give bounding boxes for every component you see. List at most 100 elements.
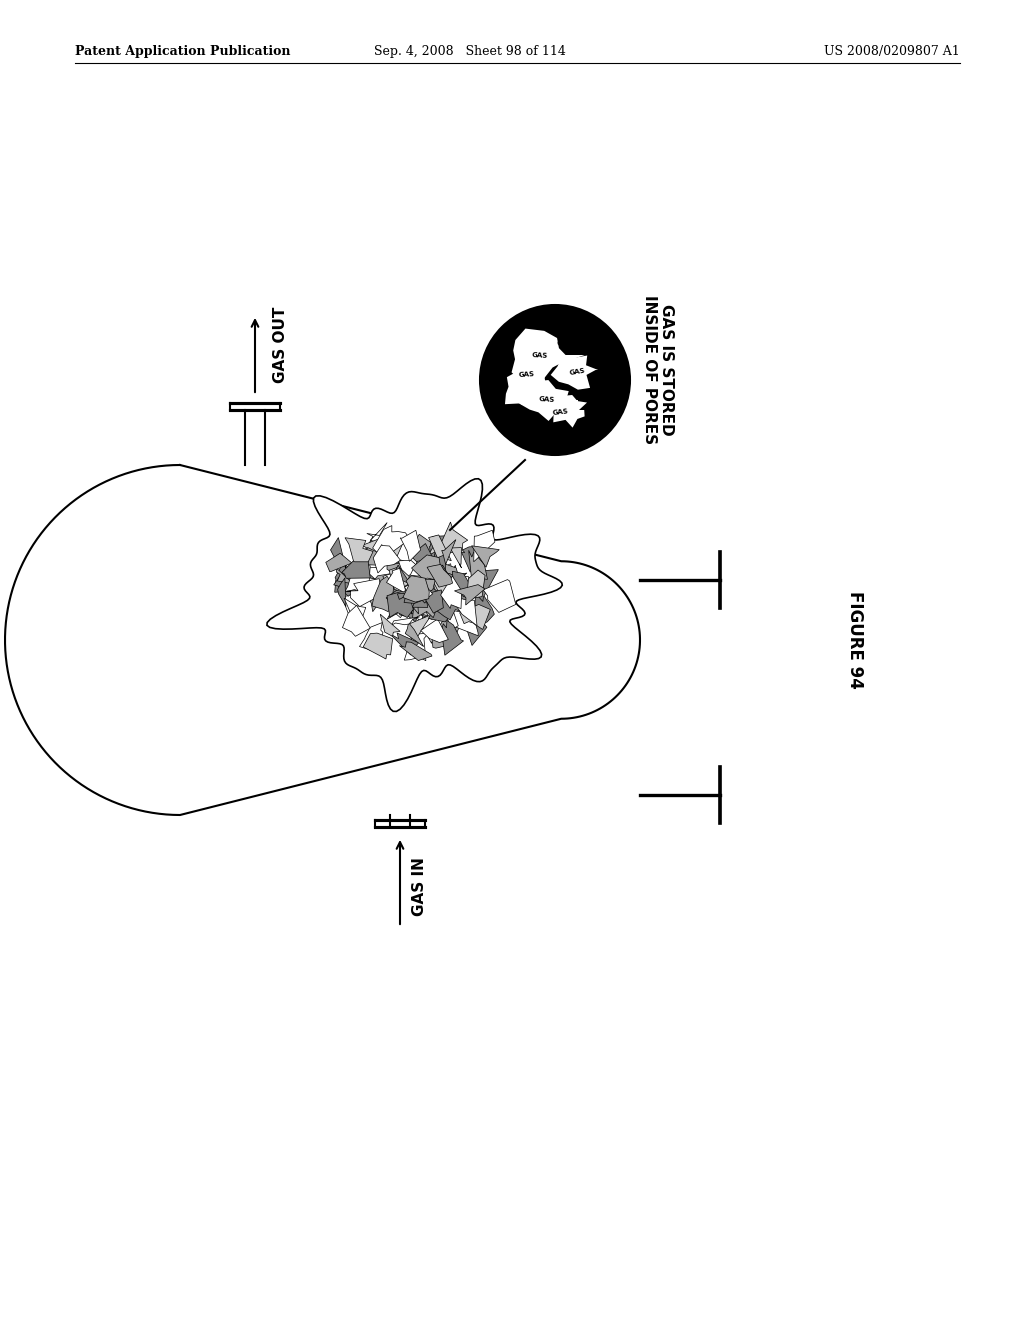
Polygon shape (401, 574, 426, 606)
Polygon shape (345, 537, 373, 562)
Polygon shape (417, 577, 436, 607)
Polygon shape (385, 595, 418, 618)
Text: GAS IS STORED
INSIDE OF PORES: GAS IS STORED INSIDE OF PORES (642, 296, 675, 445)
Polygon shape (367, 541, 392, 568)
Polygon shape (455, 585, 485, 605)
Polygon shape (267, 479, 562, 711)
Polygon shape (427, 565, 452, 595)
Polygon shape (389, 583, 413, 611)
Text: US 2008/0209807 A1: US 2008/0209807 A1 (824, 45, 961, 58)
Polygon shape (428, 595, 454, 622)
Polygon shape (331, 537, 346, 568)
Polygon shape (386, 569, 406, 593)
Polygon shape (376, 535, 402, 556)
Polygon shape (398, 561, 420, 585)
Polygon shape (365, 540, 389, 570)
Polygon shape (342, 554, 371, 578)
Polygon shape (441, 521, 468, 553)
Polygon shape (433, 587, 469, 620)
Polygon shape (387, 597, 413, 619)
Text: GAS: GAS (552, 408, 568, 416)
Text: GAS: GAS (519, 371, 536, 379)
Polygon shape (387, 589, 414, 618)
Polygon shape (413, 597, 440, 619)
Polygon shape (344, 598, 366, 628)
Polygon shape (520, 380, 578, 421)
Polygon shape (364, 589, 392, 611)
Polygon shape (359, 623, 383, 652)
Polygon shape (512, 329, 585, 384)
Text: GAS: GAS (556, 337, 573, 347)
Polygon shape (412, 569, 441, 597)
Polygon shape (416, 556, 444, 578)
Polygon shape (453, 611, 478, 636)
Polygon shape (396, 593, 425, 614)
Polygon shape (372, 573, 402, 595)
Text: GAS: GAS (539, 396, 555, 404)
Polygon shape (453, 572, 474, 593)
Polygon shape (433, 552, 446, 586)
Polygon shape (441, 540, 456, 565)
Polygon shape (336, 569, 353, 583)
Polygon shape (461, 543, 488, 572)
Polygon shape (421, 619, 449, 643)
Polygon shape (404, 632, 429, 661)
Polygon shape (474, 531, 495, 562)
Polygon shape (387, 556, 415, 582)
Polygon shape (397, 590, 428, 616)
Polygon shape (429, 535, 452, 561)
Polygon shape (411, 544, 432, 572)
Polygon shape (441, 620, 464, 655)
Text: Patent Application Publication: Patent Application Publication (75, 45, 291, 58)
Polygon shape (413, 598, 440, 619)
Polygon shape (416, 614, 443, 644)
Text: Sep. 4, 2008   Sheet 98 of 114: Sep. 4, 2008 Sheet 98 of 114 (374, 45, 566, 58)
Circle shape (480, 305, 630, 455)
Polygon shape (426, 556, 445, 585)
Polygon shape (408, 574, 442, 595)
Polygon shape (412, 554, 442, 581)
Polygon shape (372, 577, 398, 611)
Polygon shape (379, 576, 410, 594)
Text: GAS IN: GAS IN (412, 858, 427, 916)
Polygon shape (397, 595, 422, 622)
Polygon shape (440, 576, 462, 609)
Polygon shape (391, 585, 412, 614)
Polygon shape (400, 578, 432, 605)
Polygon shape (403, 576, 428, 586)
Polygon shape (389, 566, 414, 590)
Polygon shape (432, 614, 459, 648)
Polygon shape (409, 578, 435, 598)
Polygon shape (395, 565, 411, 583)
Polygon shape (416, 581, 442, 603)
Polygon shape (399, 576, 428, 607)
Polygon shape (383, 566, 414, 590)
Polygon shape (553, 395, 587, 428)
Polygon shape (449, 576, 471, 593)
Polygon shape (443, 574, 465, 606)
Polygon shape (505, 368, 552, 407)
Polygon shape (342, 590, 361, 624)
Polygon shape (326, 553, 352, 572)
Polygon shape (397, 593, 422, 603)
Polygon shape (414, 535, 438, 566)
Polygon shape (454, 599, 477, 626)
Polygon shape (427, 565, 453, 587)
Polygon shape (467, 570, 485, 598)
Polygon shape (367, 523, 387, 540)
Polygon shape (342, 606, 371, 636)
Polygon shape (403, 586, 433, 616)
Polygon shape (386, 585, 413, 616)
Polygon shape (402, 576, 429, 602)
Polygon shape (403, 590, 435, 619)
Polygon shape (422, 582, 445, 610)
Polygon shape (391, 616, 420, 626)
Polygon shape (430, 536, 456, 560)
Polygon shape (483, 579, 516, 612)
Polygon shape (427, 564, 454, 599)
Polygon shape (409, 615, 430, 644)
Polygon shape (415, 581, 441, 612)
Polygon shape (451, 548, 462, 568)
Polygon shape (472, 545, 500, 568)
Polygon shape (400, 531, 421, 561)
